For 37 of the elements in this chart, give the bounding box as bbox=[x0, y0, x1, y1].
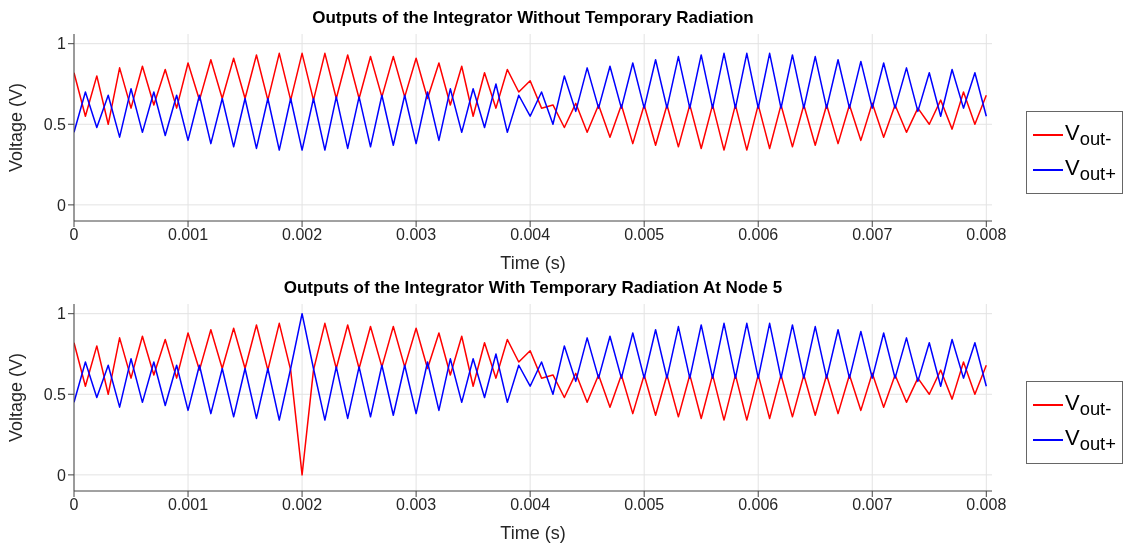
legend-label: V$_{out-}$ bbox=[1065, 390, 1112, 421]
x-axis-title: Time (s) bbox=[500, 253, 566, 273]
x-tick-label: 0.008 bbox=[966, 226, 1007, 244]
x-tick-label: 0.007 bbox=[852, 496, 893, 514]
x-tick-label: 0 bbox=[69, 226, 79, 244]
x-tick-label: 0.006 bbox=[738, 496, 779, 514]
legend-label: V$_{out+}$ bbox=[1065, 424, 1116, 455]
y-tick-label: 0.5 bbox=[43, 385, 67, 403]
x-tick-label: 0.003 bbox=[396, 226, 437, 244]
x-tick-label: 0.003 bbox=[396, 496, 437, 514]
y-tick-label: 0.5 bbox=[43, 115, 67, 133]
legend-label: V$_{out-}$ bbox=[1065, 120, 1112, 151]
chart-title: Outputs of the Integrator Without Temporary Radiation bbox=[311, 8, 755, 29]
y-tick-label: 0 bbox=[57, 466, 67, 484]
x-axis-title: Time (s) bbox=[500, 523, 566, 543]
y-tick-label: 1 bbox=[57, 35, 67, 53]
x-tick-label: 0.006 bbox=[738, 226, 779, 244]
y-tick-label: 1 bbox=[57, 305, 67, 323]
legend-label: V$_{out+}$ bbox=[1065, 154, 1116, 185]
y-axis-title: Voltage (V) bbox=[6, 352, 27, 443]
line-series bbox=[74, 322, 988, 476]
x-tick-label: 0.001 bbox=[168, 496, 209, 514]
y-tick-label: 0 bbox=[57, 196, 67, 214]
x-tick-label: 0.002 bbox=[282, 226, 323, 244]
x-tick-label: 0.008 bbox=[966, 496, 1007, 514]
x-tick-label: 0.004 bbox=[510, 496, 551, 514]
chart-title: Outputs of the Integrator With Temporary Radiation At Node 5 bbox=[282, 278, 784, 299]
line-series bbox=[74, 312, 988, 421]
x-tick-label: 0 bbox=[69, 496, 79, 514]
line-series bbox=[74, 52, 988, 151]
x-tick-label: 0.005 bbox=[624, 496, 665, 514]
x-tick-label: 0.005 bbox=[624, 226, 665, 244]
x-tick-label: 0.002 bbox=[282, 496, 323, 514]
x-tick-label: 0.001 bbox=[168, 226, 209, 244]
y-axis-title: Voltage (V) bbox=[6, 82, 27, 173]
x-tick-label: 0.007 bbox=[852, 226, 893, 244]
x-tick-label: 0.004 bbox=[510, 226, 551, 244]
